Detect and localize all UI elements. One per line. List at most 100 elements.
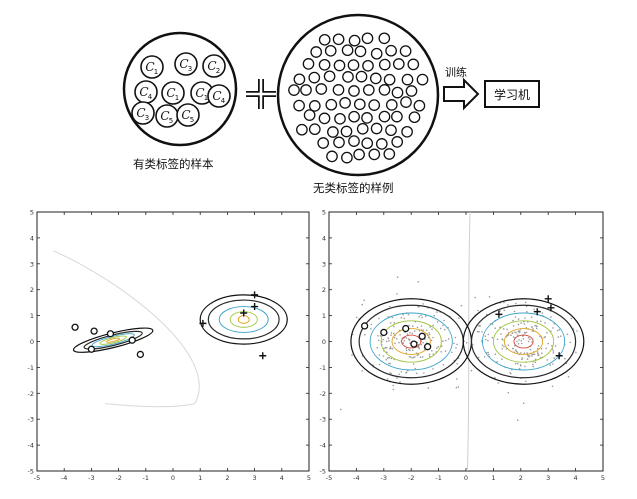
unlabeled-point bbox=[409, 349, 411, 352]
unlabeled-point bbox=[413, 330, 416, 333]
unlabeled-point bbox=[447, 338, 450, 340]
cross-point bbox=[251, 291, 259, 299]
unlabeled-point bbox=[519, 364, 522, 366]
x-tick-label: 4 bbox=[280, 474, 284, 482]
circle-point bbox=[418, 332, 426, 340]
unlabeled-point bbox=[387, 337, 390, 340]
labeled-class-circles bbox=[71, 323, 145, 359]
unlabeled-point bbox=[496, 361, 498, 363]
unlabeled-point bbox=[527, 337, 530, 339]
plot-frame bbox=[36, 211, 310, 472]
contour-ring bbox=[481, 312, 566, 371]
unlabeled-point bbox=[514, 316, 517, 318]
unlabeled-point bbox=[522, 402, 525, 405]
contour-ring bbox=[401, 334, 422, 349]
unlabeled-point bbox=[451, 351, 453, 354]
sample-class-index: 4 bbox=[148, 93, 153, 101]
unlabeled-point bbox=[517, 318, 520, 320]
unlabeled-point bbox=[444, 339, 447, 342]
unlabeled-sample bbox=[385, 44, 397, 57]
unlabeled-point bbox=[477, 309, 479, 312]
unlabeled-sample bbox=[303, 109, 316, 121]
cross-point bbox=[251, 303, 259, 311]
unlabeled-sample bbox=[308, 100, 321, 112]
unlabeled-point bbox=[496, 338, 499, 341]
unlabeled-sample bbox=[332, 84, 345, 96]
x-tick-label: -3 bbox=[381, 474, 387, 482]
unlabeled-point bbox=[515, 302, 517, 305]
unlabeled-point bbox=[524, 332, 526, 334]
unlabeled-point bbox=[422, 303, 424, 305]
y-tick-label: 5 bbox=[322, 209, 326, 217]
unlabeled-point bbox=[552, 327, 554, 329]
y-tick-label: 4 bbox=[322, 234, 326, 242]
unlabeled-point bbox=[499, 310, 501, 312]
unlabeled-point bbox=[552, 352, 555, 354]
unlabeled-point bbox=[478, 330, 480, 333]
unlabeled-point bbox=[536, 351, 539, 353]
labeled-class-circles bbox=[360, 322, 432, 351]
circle-point bbox=[402, 324, 410, 333]
unlabeled-sample bbox=[385, 99, 398, 111]
unlabeled-sample bbox=[300, 84, 312, 96]
unlabeled-point bbox=[503, 345, 505, 348]
unlabeled-point bbox=[502, 328, 505, 330]
unlabeled-point bbox=[539, 335, 541, 338]
unlabeled-point bbox=[518, 367, 521, 370]
x-tick-label: 1 bbox=[198, 474, 202, 482]
unlabeled-point bbox=[424, 315, 427, 318]
cross-point bbox=[495, 310, 503, 318]
density-contours bbox=[199, 294, 288, 345]
cross-point bbox=[533, 308, 541, 316]
unlabeled-point bbox=[534, 358, 537, 361]
unlabeled-point bbox=[409, 331, 411, 334]
cross-point bbox=[240, 309, 248, 317]
unlabeled-point bbox=[443, 319, 445, 322]
unlabeled-point bbox=[478, 325, 481, 327]
unlabeled-point bbox=[501, 358, 503, 360]
unlabeled-point bbox=[385, 340, 388, 343]
unlabeled-point bbox=[507, 344, 510, 347]
unlabeled-point bbox=[531, 353, 533, 356]
unlabeled-point bbox=[389, 346, 392, 348]
unlabeled-point bbox=[428, 355, 431, 358]
unlabeled-point bbox=[522, 338, 525, 340]
unlabeled-point bbox=[488, 296, 491, 298]
unlabeled-point bbox=[395, 338, 398, 340]
unlabeled-point bbox=[405, 347, 408, 350]
unlabeled-point bbox=[383, 347, 385, 350]
unlabeled-point bbox=[536, 347, 539, 350]
y-tick-label: 1 bbox=[30, 312, 34, 320]
unlabeled-point bbox=[416, 326, 419, 329]
unlabeled-point bbox=[376, 347, 379, 349]
unlabeled-point bbox=[526, 352, 528, 354]
unlabeled-sample bbox=[341, 44, 354, 57]
unlabeled-point bbox=[458, 317, 460, 319]
unlabeled-point bbox=[536, 320, 538, 323]
unlabeled-point bbox=[400, 371, 403, 373]
unlabeled-point bbox=[390, 332, 393, 334]
sample-class-letter: C bbox=[139, 85, 148, 99]
unlabeled-point bbox=[551, 345, 553, 347]
unlabeled-sample bbox=[341, 151, 353, 164]
unlabeled-point bbox=[431, 349, 433, 352]
unlabeled-point bbox=[520, 342, 523, 345]
unlabeled-sample bbox=[368, 99, 381, 111]
unlabeled-point bbox=[378, 354, 381, 356]
unlabeled-point bbox=[531, 341, 533, 343]
unlabeled-point bbox=[533, 353, 536, 356]
unlabeled-point bbox=[408, 338, 411, 341]
unlabeled-point bbox=[421, 356, 424, 358]
unlabeled-point bbox=[532, 363, 534, 366]
unlabeled-point bbox=[564, 357, 566, 360]
unlabeled-point bbox=[443, 328, 446, 331]
sample-class-letter: C bbox=[166, 86, 175, 100]
unlabeled-point bbox=[412, 363, 415, 365]
y-tick-label: -5 bbox=[320, 468, 326, 476]
unlabeled-point bbox=[474, 296, 477, 299]
unlabeled-point bbox=[411, 332, 414, 335]
unlabeled-point bbox=[392, 388, 395, 391]
